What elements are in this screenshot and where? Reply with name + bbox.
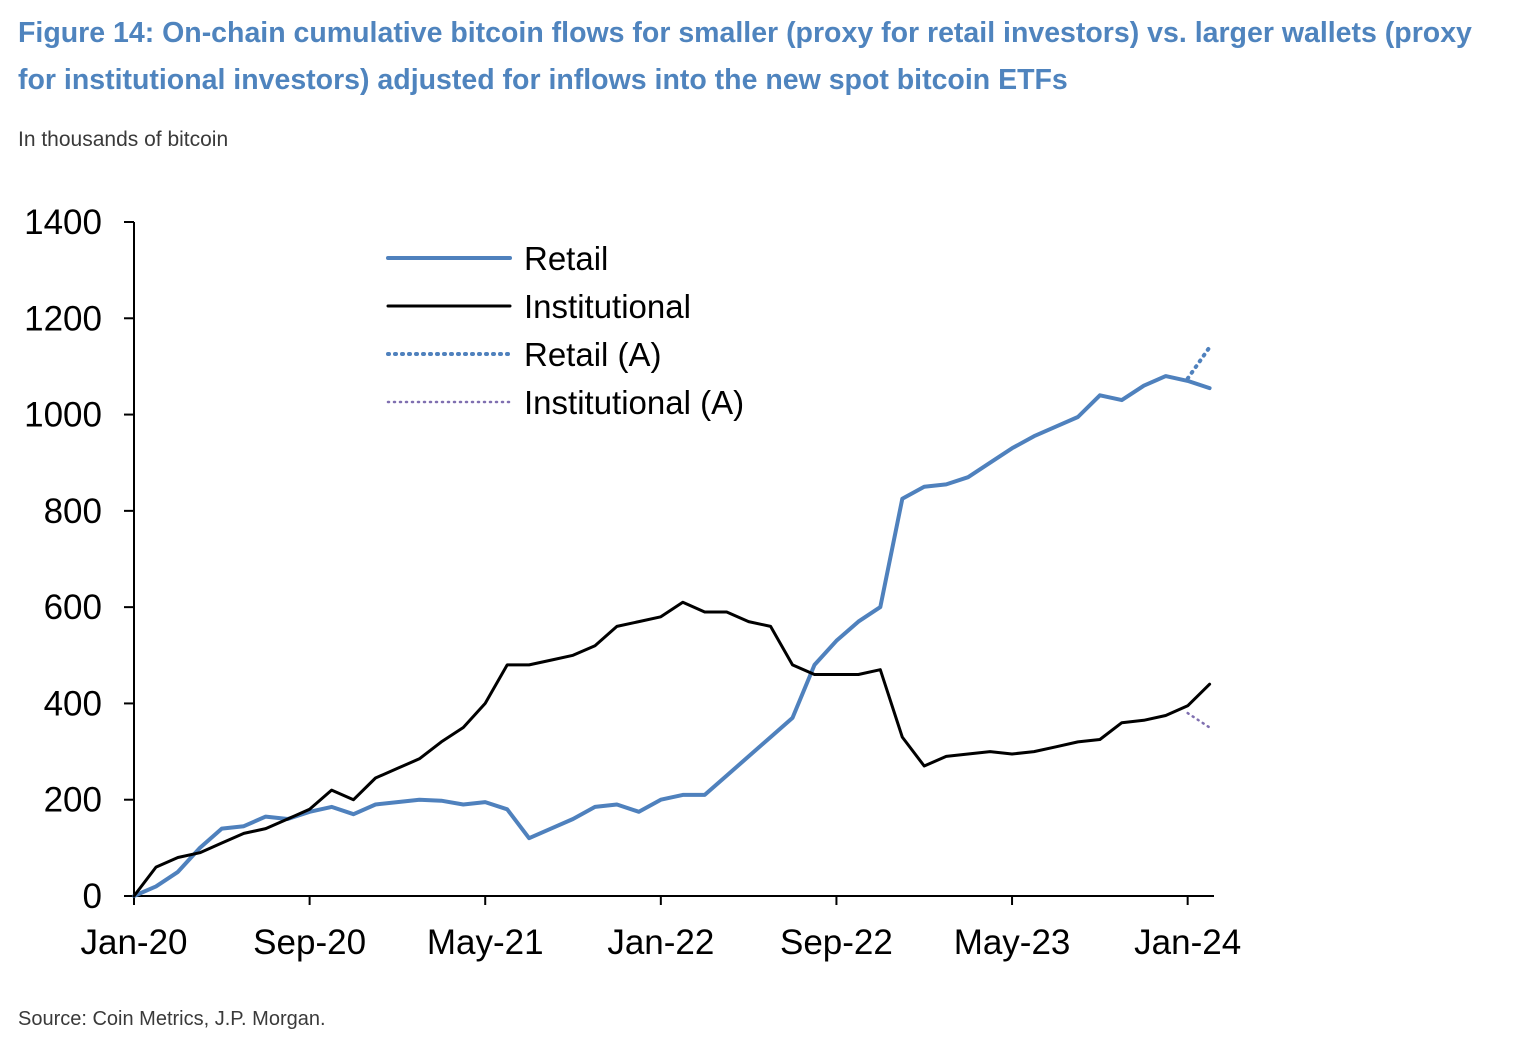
legend-label: Retail (524, 240, 608, 277)
y-tick-label: 0 (83, 877, 102, 916)
series-line-retail (132, 374, 1212, 898)
x-tick-label: Jan-22 (607, 923, 714, 962)
y-tick-label: 1000 (24, 396, 102, 435)
chart-legend: Retail Institutional Retail (A) Institution… (386, 240, 744, 421)
figure-title: Figure 14: On-chain cumulative bitcoin f… (18, 17, 1472, 96)
chart-series-layer (132, 345, 1212, 898)
series-line-institutional (132, 600, 1212, 898)
y-tick-label: 1400 (24, 203, 102, 242)
chart-axes: 0 200 400 600 800 1000 1200 1400 Jan-20 Sep-20 May… (24, 203, 1241, 962)
x-tick-label: Jan-24 (1134, 923, 1241, 962)
y-tick-label: 200 (44, 781, 102, 820)
x-tick-label: May-23 (954, 923, 1071, 962)
y-tick-label: 600 (44, 588, 102, 627)
y-tick-label: 1200 (24, 299, 102, 338)
figure-source: Source: Coin Metrics, J.P. Morgan. (18, 1008, 326, 1030)
y-tick-label: 400 (44, 684, 102, 723)
x-tick-label: Jan-20 (80, 923, 187, 962)
x-tick-label: Sep-20 (253, 923, 366, 962)
figure-subtitle: In thousands of bitcoin (18, 128, 229, 151)
series-line-institutional-a (1186, 711, 1211, 729)
legend-label: Institutional (A) (524, 384, 744, 421)
series-line-retail-a (1185, 345, 1212, 381)
line-chart: 0 200 400 600 800 1000 1200 1400 Jan-20 Sep-20 May… (24, 203, 1241, 962)
x-tick-label: Sep-22 (780, 923, 893, 962)
x-tick-label: May-21 (427, 923, 544, 962)
legend-label: Retail (A) (524, 336, 662, 373)
y-tick-label: 800 (44, 492, 102, 531)
legend-label: Institutional (524, 288, 691, 325)
